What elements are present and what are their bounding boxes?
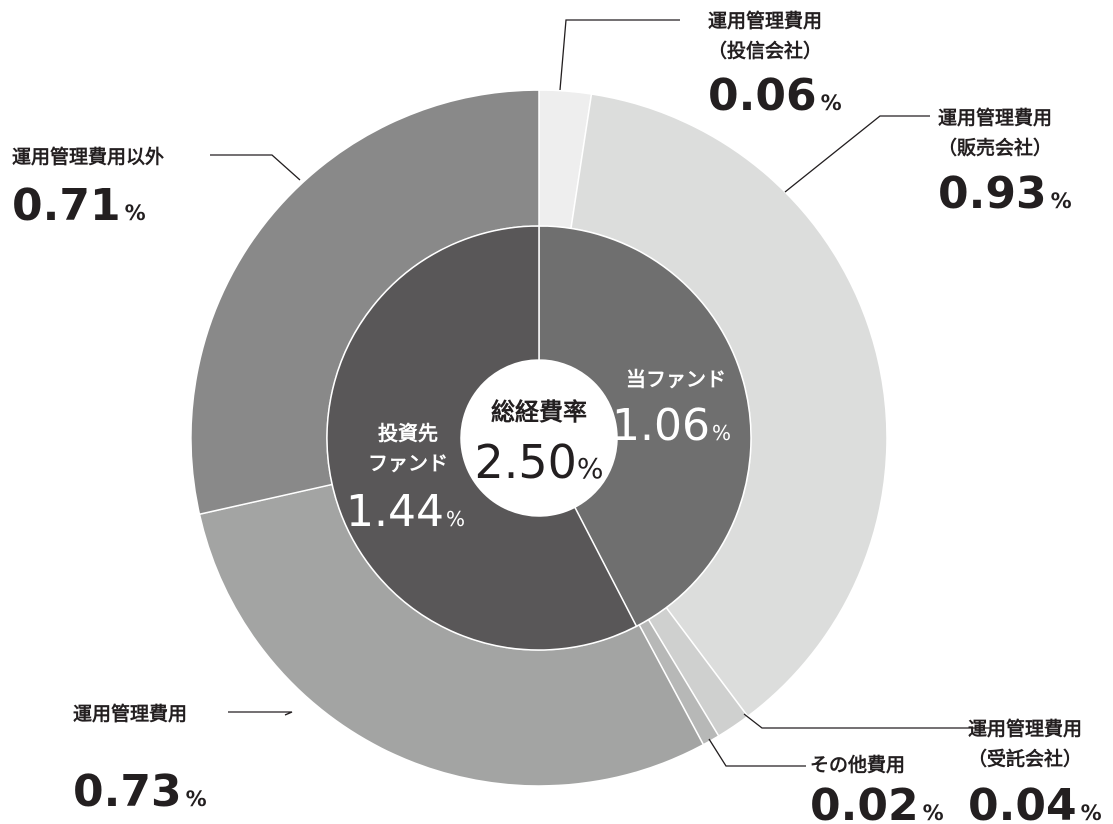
outer-label-0-line-1: （投信会社） [708, 39, 822, 62]
outer-label-1-line-0: 運用管理費用 [938, 106, 1052, 129]
center-hole [461, 360, 617, 516]
inner-label-0-line-0: 当ファンド [626, 367, 726, 391]
center-title: 総経費率 [491, 398, 587, 426]
inner-label-1-line-0: 投資先 [378, 421, 438, 445]
outer-label-3-line-0: その他費用 [810, 753, 905, 776]
leader-line-2 [743, 713, 990, 729]
inner-ring [326, 225, 752, 651]
inner-label-1-line-1: ファンド [368, 451, 448, 475]
outer-value-0: 0.06% [708, 70, 842, 121]
outer-label-2-line-0: 運用管理費用 [968, 717, 1082, 740]
outer-label-4-line-0: 運用管理費用 [73, 702, 187, 725]
outer-label-5-line-0: 運用管理費用以外 [12, 145, 164, 168]
leader-line-3 [708, 738, 806, 767]
outer-value-1: 0.93% [938, 168, 1072, 219]
outer-value-3: 0.02% [810, 780, 944, 824]
outer-value-4: 0.73% [73, 766, 207, 817]
leader-line-4 [228, 711, 293, 716]
leader-line-1 [784, 115, 930, 193]
outer-label-0-line-0: 運用管理費用 [708, 9, 822, 32]
leader-line-0 [559, 19, 680, 91]
outer-value-5: 0.71% [12, 180, 146, 231]
outer-label-2-line-1: （受託会社） [968, 747, 1082, 770]
leader-lines [210, 19, 990, 767]
outer-label-1-line-1: （販売会社） [938, 136, 1052, 159]
leader-line-5 [210, 154, 301, 181]
outer-value-2: 0.04% [968, 780, 1102, 824]
